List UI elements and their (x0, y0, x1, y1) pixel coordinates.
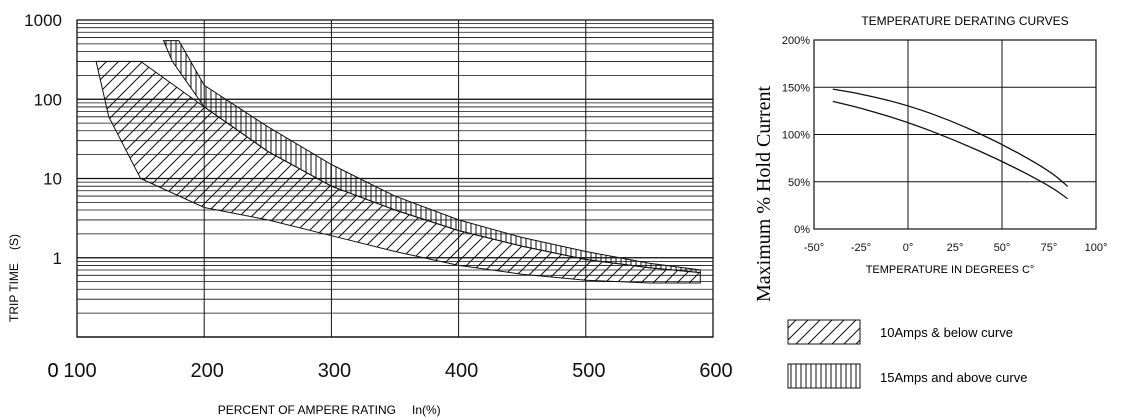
derating-y-axis-title: Maximum % Hold Current (753, 85, 775, 302)
derating-x-axis-title: TEMPERATURE IN DEGREES C° (866, 264, 1035, 276)
derating-y-tick-label: 100% (782, 130, 810, 142)
derating-y-tick-label: 50% (788, 177, 810, 189)
derating-x-tick-label: 25° (947, 242, 964, 254)
derating-y-tick-label: 0% (794, 224, 810, 236)
derating-y-ticks: 200% 150% 100% 50% 0% (782, 35, 810, 236)
trip-time-y-tick-label: 10 (43, 170, 62, 189)
trip-time-x-tick-label: 100 (63, 360, 96, 382)
trip-time-plot-frame (76, 19, 714, 338)
series-10amps-area (95, 60, 701, 284)
trip-time-y-axis-unit: (S) (7, 234, 21, 250)
derating-title: TEMPERATURE DERATING CURVES (861, 14, 1068, 28)
derating-x-tick-label: -25° (851, 242, 871, 254)
derating-y-tick-label: 200% (782, 35, 810, 47)
derating-chart: TEMPERATURE DERATING CURVES 200% 150% 100%… (753, 14, 1107, 302)
legend-label-10amps: 10Amps & below curve (880, 325, 1013, 340)
derating-curve-upper (832, 88, 1069, 188)
legend-label-15amps: 15Amps and above curve (880, 370, 1027, 385)
derating-x-tick-label: 50° (994, 242, 1011, 254)
trip-time-x-tick-label: 600 (699, 360, 732, 382)
derating-y-tick-label: 150% (782, 82, 810, 94)
trip-time-y-tick-label: 100 (34, 90, 62, 109)
derating-x-tick-label: -50° (804, 242, 824, 254)
series-15amps-area (162, 40, 701, 274)
trip-time-x-tick-label: 200 (191, 360, 224, 382)
derating-x-tick-label: 75° (1041, 242, 1058, 254)
trip-time-x-ticks: 100 200 300 400 500 600 (63, 360, 732, 382)
trip-time-y-tick-label: 1000 (24, 11, 62, 30)
derating-curve-lower (832, 100, 1069, 200)
trip-time-x-tick-label: 500 (572, 360, 605, 382)
trip-time-x-zero-label: 0 (47, 360, 58, 382)
legend-swatch-diagonal (787, 319, 861, 345)
trip-time-chart: 1000 100 10 1 100 200 300 400 500 600 0 PERCENT … (7, 11, 733, 417)
trip-time-x-tick-label: 400 (445, 360, 478, 382)
legend-swatch-vertical (787, 363, 861, 389)
derating-x-tick-label: 100° (1085, 242, 1108, 254)
trip-time-y-ticks: 1000 100 10 1 (24, 11, 62, 268)
trip-time-x-axis-title: PERCENT OF AMPERE RATING (218, 403, 396, 417)
trip-time-x-axis-suffix: In(%) (412, 403, 441, 417)
trip-time-y-axis-title: TRIP TIME (7, 263, 21, 322)
trip-time-x-tick-label: 300 (318, 360, 351, 382)
derating-grid (814, 40, 1096, 229)
derating-x-ticks: -50° -25° 0° 25° 50° 75° 100° (804, 242, 1108, 254)
derating-x-tick-label: 0° (903, 242, 914, 254)
trip-time-y-tick-label: 1 (53, 249, 62, 268)
derating-plot-frame (813, 39, 1097, 230)
